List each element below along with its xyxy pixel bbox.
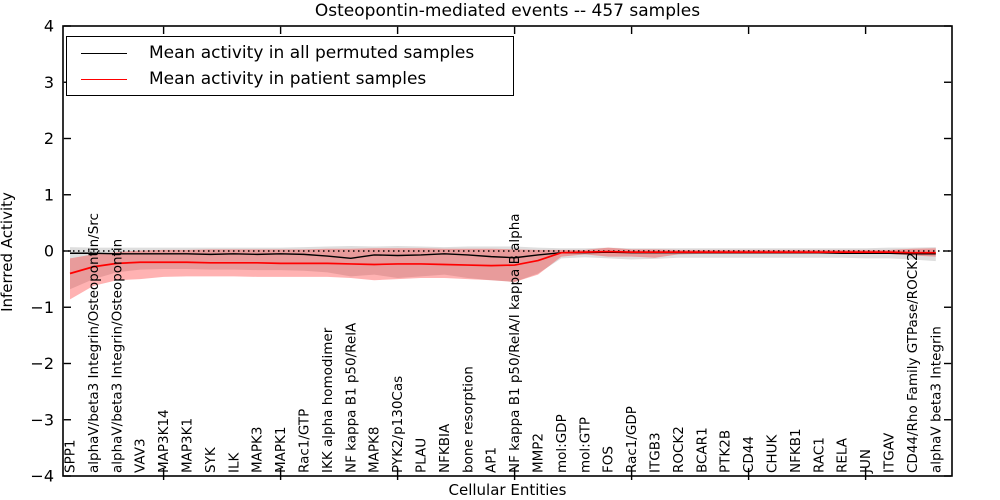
x-category-label: NFKB1 bbox=[788, 428, 804, 473]
x-category-label: RELA bbox=[835, 437, 851, 473]
patient-band bbox=[70, 247, 936, 300]
x-category-label: Rac1/GDP bbox=[624, 406, 640, 473]
x-category-label: CHUK bbox=[765, 434, 781, 473]
x-category-label: CD44 bbox=[741, 436, 757, 473]
x-category-label: RAC1 bbox=[811, 437, 827, 473]
x-category-label: IKK alpha homodimer bbox=[320, 327, 336, 473]
x-category-label: MAPK8 bbox=[367, 427, 383, 473]
x-category-label: alphaV/beta3 Integrin/Osteopontin bbox=[109, 239, 125, 473]
chart-title: Osteopontin-mediated events -- 457 sampl… bbox=[314, 1, 701, 21]
patient-line bbox=[69, 250, 936, 275]
legend-entry-permuted: Mean activity in all permuted samples bbox=[67, 43, 513, 63]
x-category-label: ITGAV bbox=[882, 432, 898, 473]
x-category-label: ITGB3 bbox=[648, 432, 664, 473]
x-category-label: PLAU bbox=[414, 438, 430, 473]
x-category-label: ROCK2 bbox=[671, 426, 687, 473]
x-category-label: JUN bbox=[858, 449, 874, 474]
x-category-label: SYK bbox=[203, 446, 219, 473]
x-axis-label: Cellular Entities bbox=[448, 481, 567, 499]
x-category-label: MAPK3 bbox=[250, 427, 266, 473]
axes-spines bbox=[62, 25, 953, 477]
x-category-label: BCAR1 bbox=[694, 427, 710, 473]
x-category-label: mol:GTP bbox=[577, 417, 593, 473]
legend: Mean activity in all permuted samples Me… bbox=[66, 36, 514, 96]
y-tick-label: 2 bbox=[44, 129, 54, 148]
y-tick-label: −2 bbox=[30, 354, 54, 373]
x-category-label: ILK bbox=[226, 451, 242, 473]
y-tick-label: 3 bbox=[44, 73, 54, 92]
legend-entry-permuted-label: Mean activity in all permuted samples bbox=[149, 43, 475, 63]
x-category-label: MAPK1 bbox=[273, 427, 289, 473]
y-tick-label: −3 bbox=[30, 410, 54, 429]
y-tick-label: 4 bbox=[44, 17, 54, 36]
legend-entry-patient-label: Mean activity in patient samples bbox=[149, 69, 427, 89]
x-category-label: mol:GDP bbox=[554, 414, 570, 473]
x-category-label: CD44/Rho Family GTPase/ROCK2 bbox=[905, 252, 921, 473]
x-category-label: FOS bbox=[601, 446, 617, 473]
y-axis-label: Inferred Activity bbox=[0, 192, 16, 312]
permuted-line-swatch bbox=[81, 52, 127, 54]
x-category-label: VAV3 bbox=[133, 438, 149, 473]
x-category-label: MAP3K1 bbox=[180, 418, 196, 473]
y-tick-label: 1 bbox=[44, 185, 54, 204]
x-category-label: PTK2B bbox=[718, 430, 734, 473]
x-category-label: bone resorption bbox=[460, 366, 476, 473]
x-category-label: NF kappa B1 p50/RelA bbox=[343, 322, 359, 473]
x-category-label: Rac1/GTP bbox=[297, 409, 313, 473]
y-tick-label: 0 bbox=[44, 242, 54, 261]
x-category-label: AP1 bbox=[484, 447, 500, 473]
x-category-label: PYK2/p130Cas bbox=[390, 376, 406, 473]
x-category-label: MAP3K14 bbox=[156, 409, 172, 473]
x-category-label: alphaV beta3 Integrin bbox=[928, 326, 944, 473]
permuted-band bbox=[70, 245, 936, 290]
legend-entry-patient: Mean activity in patient samples bbox=[67, 69, 513, 89]
patient-line-swatch bbox=[81, 78, 127, 80]
x-category-label: NF kappa B1 p50/RelA/I kappa B alpha bbox=[507, 213, 523, 473]
x-category-label: NFKBIA bbox=[437, 423, 453, 473]
x-category-label: alphaV/beta3 Integrin/Osteopontin/Src bbox=[86, 213, 102, 473]
y-tick-label: −1 bbox=[30, 298, 54, 317]
x-category-label: SPP1 bbox=[63, 440, 79, 473]
y-tick-label: −4 bbox=[30, 467, 54, 486]
x-category-label: MMP2 bbox=[531, 433, 547, 473]
